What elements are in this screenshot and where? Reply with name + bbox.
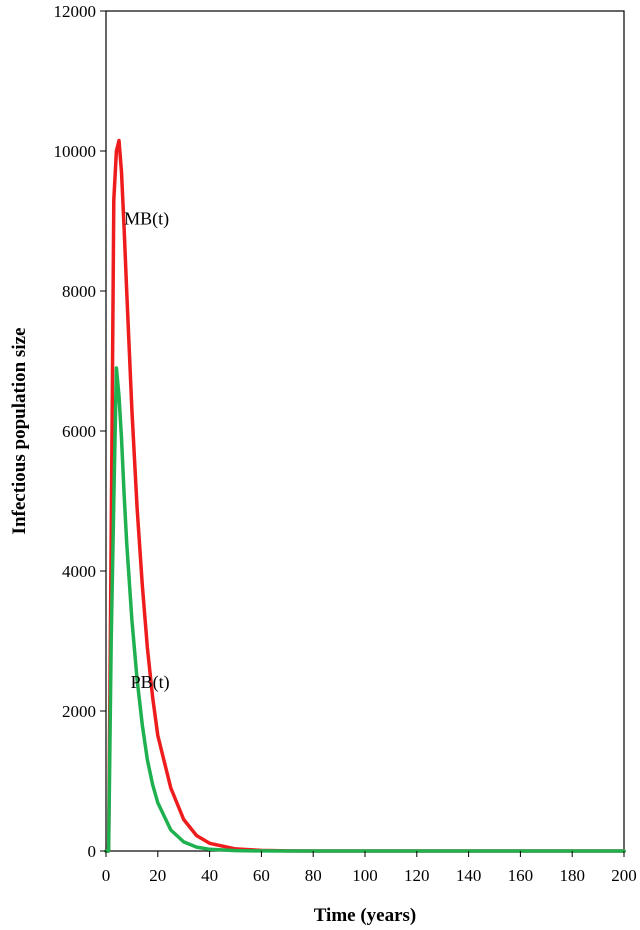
y-tick-label: 6000 — [62, 422, 96, 441]
y-tick-label: 4000 — [62, 562, 96, 581]
series-annotation: PB(t) — [131, 672, 170, 693]
y-axis-title: Infectious population size — [9, 328, 30, 535]
x-axis-title: Time (years) — [314, 905, 417, 926]
y-tick-label: 8000 — [62, 282, 96, 301]
x-tick-label: 200 — [611, 866, 637, 885]
y-tick-label: 10000 — [54, 142, 97, 161]
y-tick-label: 2000 — [62, 702, 96, 721]
x-tick-label: 140 — [456, 866, 482, 885]
x-tick-label: 60 — [253, 866, 270, 885]
x-tick-label: 0 — [102, 866, 111, 885]
x-tick-label: 20 — [149, 866, 166, 885]
x-tick-label: 120 — [404, 866, 430, 885]
series-line-pb-t — [104, 366, 626, 853]
y-tick-label: 12000 — [54, 2, 97, 21]
x-tick-label: 180 — [559, 866, 585, 885]
x-tick-label: 40 — [201, 866, 218, 885]
series-annotation: MB(t) — [124, 209, 169, 230]
plot-area-border — [105, 10, 625, 852]
y-tick-label: 0 — [88, 842, 97, 861]
x-tick-label: 160 — [508, 866, 534, 885]
x-tick-label: 80 — [305, 866, 322, 885]
x-tick-label: 100 — [352, 866, 378, 885]
series-line-mb-t — [104, 138, 626, 853]
